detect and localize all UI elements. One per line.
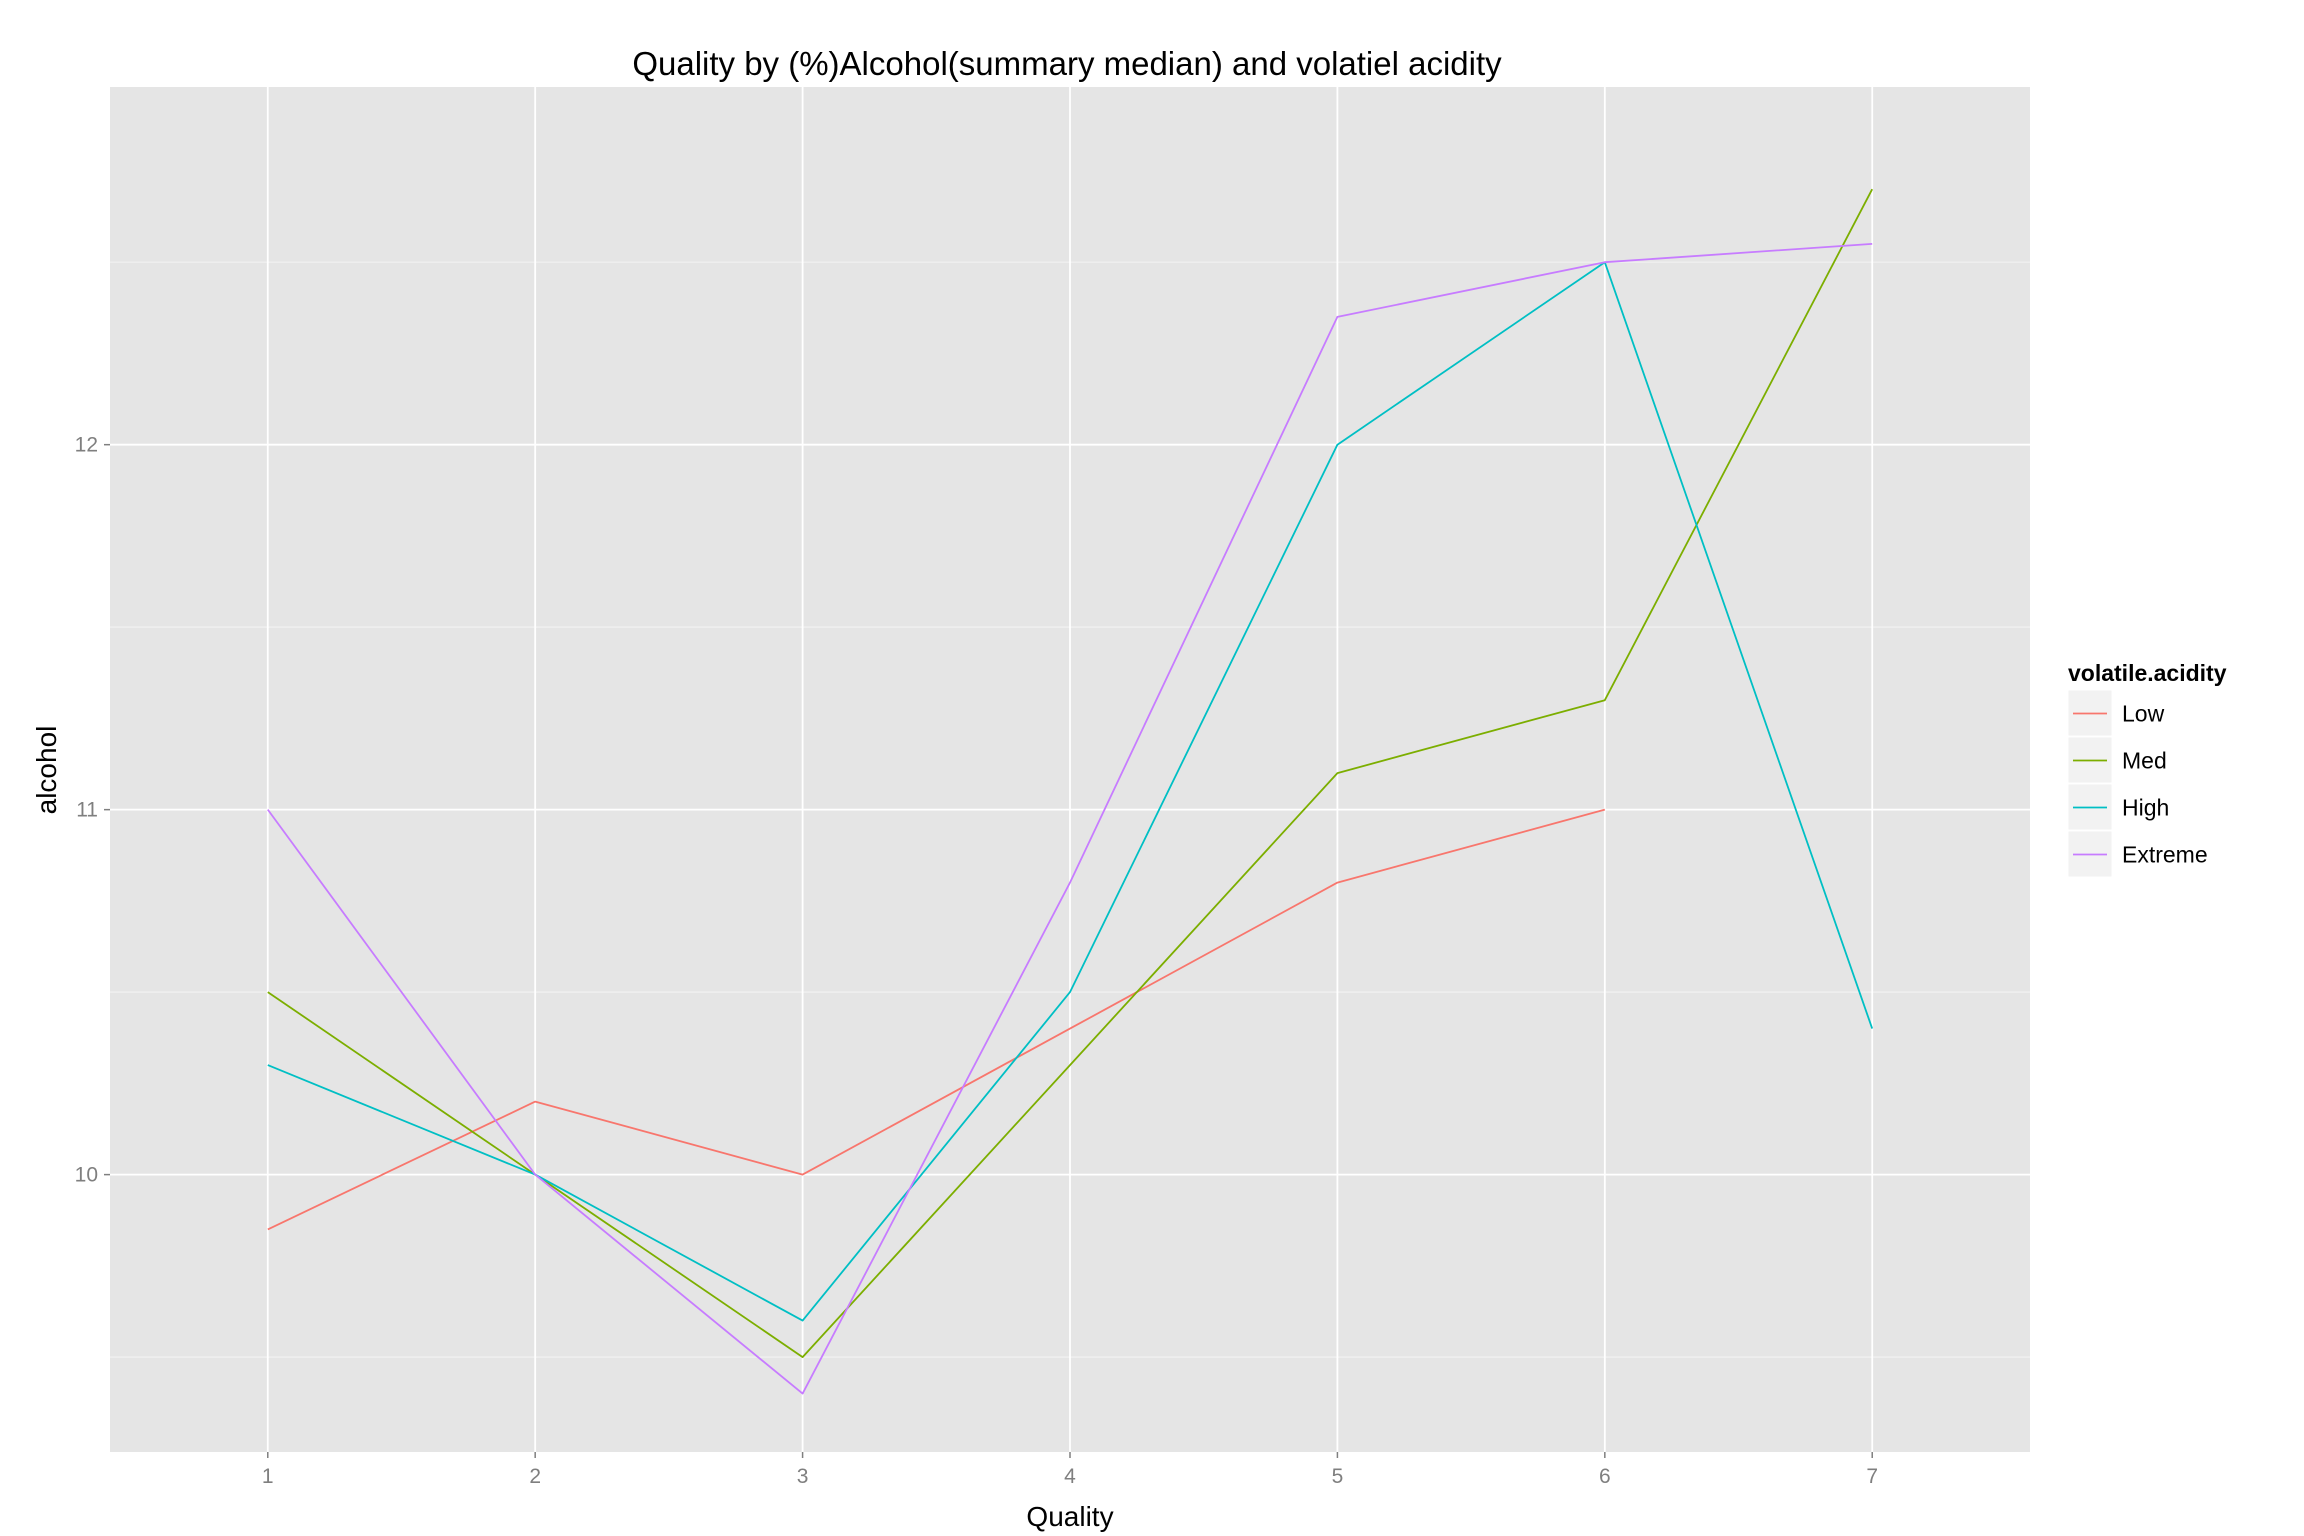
legend-items: Low Med High Extreme <box>2067 689 2208 878</box>
y-axis-title: alcohol <box>31 726 62 815</box>
x-tick-label: 4 <box>1064 1465 1076 1488</box>
y-axis: 10 11 12 <box>75 434 110 1187</box>
legend-label: High <box>2122 795 2169 821</box>
x-axis: 1 2 3 4 5 6 7 <box>262 1452 1878 1488</box>
chart-title: Quality by (%)Alcohol(summary median) an… <box>632 45 1502 82</box>
series-line-low <box>267 808 1606 1231</box>
legend-item-low: Low <box>2067 689 2165 737</box>
major-gridlines <box>110 87 2030 1452</box>
x-tick-label: 6 <box>1599 1465 1611 1488</box>
x-tick-label: 7 <box>1866 1465 1878 1488</box>
y-tick-label: 12 <box>75 434 98 457</box>
legend-item-med: Med <box>2067 736 2167 784</box>
legend: volatile.acidity Low Med High Extreme <box>2067 660 2227 878</box>
y-tick-label: 11 <box>76 799 98 822</box>
x-tick-label: 5 <box>1332 1465 1344 1488</box>
legend-item-high: High <box>2067 783 2169 831</box>
y-tick-label: 10 <box>75 1164 98 1187</box>
x-tick-label: 1 <box>262 1465 274 1488</box>
series-lines <box>267 188 1874 1395</box>
legend-label: Extreme <box>2122 842 2208 868</box>
series-line-extreme <box>267 243 1873 1395</box>
legend-title: volatile.acidity <box>2068 660 2227 686</box>
x-tick-label: 2 <box>529 1465 541 1488</box>
x-axis-title: Quality <box>1026 1501 1113 1532</box>
legend-item-extreme: Extreme <box>2067 830 2208 878</box>
legend-label: Med <box>2122 748 2167 774</box>
legend-label: Low <box>2122 701 2165 727</box>
x-tick-label: 3 <box>797 1465 809 1488</box>
